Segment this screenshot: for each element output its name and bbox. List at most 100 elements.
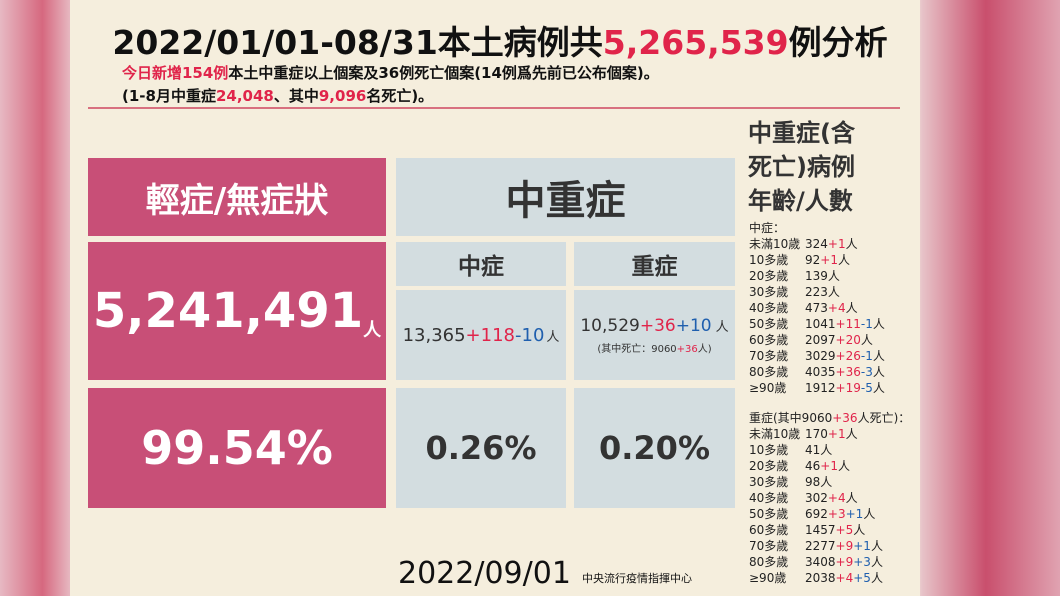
- age: 未滿10歲: [749, 237, 801, 251]
- heading-text: +36: [832, 411, 858, 425]
- age-row: 10多歲 92+1人: [749, 252, 885, 268]
- age: 50多歲: [749, 317, 789, 331]
- severe-label: 中重症: [396, 158, 735, 236]
- title: 2022/01/01-08/31本土病例共5,265,539例分析: [100, 16, 900, 64]
- subtitle-text: 名死亡)。: [366, 87, 434, 105]
- age-row: ≥90歲 1912+19-5人: [749, 380, 885, 396]
- age: 10多歲: [749, 443, 789, 457]
- unit: 人: [872, 381, 885, 395]
- age: 40多歲: [749, 301, 789, 315]
- age: 未滿10歲: [749, 427, 801, 441]
- subtitle-highlight: 今日新增154例: [122, 64, 229, 82]
- title-text: 2022/01/01-08/31本土病例共: [112, 23, 603, 62]
- new-cases: +3: [827, 507, 846, 521]
- count: 473: [805, 301, 828, 315]
- divider: [88, 107, 900, 109]
- unit: 人: [837, 459, 850, 473]
- critical-label: 重症: [574, 242, 735, 286]
- count-line: 10,529+36+10 人: [580, 316, 728, 336]
- age-row: 未滿10歲 324+1人: [749, 236, 885, 252]
- critical-percent: 0.20%: [574, 388, 735, 508]
- unit: 人: [827, 269, 840, 283]
- count: 3408: [805, 555, 836, 569]
- unit: 人: [853, 523, 866, 537]
- age-row: 20多歲 46+1人: [749, 458, 910, 474]
- list-heading: 中症：: [749, 220, 885, 236]
- new-cases: +5: [835, 523, 854, 537]
- age-row: 30多歲 98人: [749, 474, 910, 490]
- count: 1912: [805, 381, 836, 395]
- count-change: +10: [675, 315, 712, 336]
- unit: 人: [845, 491, 858, 505]
- unit: 人: [872, 349, 885, 363]
- count: 139: [805, 269, 828, 283]
- moderate-label: 中症: [396, 242, 566, 286]
- age-row: 50多歲 1041+11-1人: [749, 316, 885, 332]
- note-text: (其中死亡：9060: [597, 343, 677, 355]
- subtitle: 今日新增154例本土中重症以上個案及36例死亡個案(14例爲先前已公布個案)。: [122, 62, 659, 83]
- unit: 人: [820, 475, 833, 489]
- count: 46: [805, 459, 821, 473]
- new-cases: +4: [827, 491, 846, 505]
- age: 30多歲: [749, 475, 789, 489]
- age: 80多歲: [749, 555, 789, 569]
- side-title: 中重症(含 死亡)病例 年齡/人數: [748, 116, 855, 218]
- note-new: +36: [676, 343, 698, 355]
- unit: 人: [845, 237, 858, 251]
- deaths: +3: [853, 555, 871, 569]
- moderate-percent: 0.26%: [396, 388, 566, 508]
- subtitle-text: (1-8月中重症: [122, 87, 216, 105]
- age-row: 60多歲 2097+20人: [749, 332, 885, 348]
- count: 98: [805, 475, 821, 489]
- age: 70多歲: [749, 539, 789, 553]
- age: 60多歲: [749, 523, 789, 537]
- age: 70多歲: [749, 349, 789, 363]
- count: 3029: [805, 349, 836, 363]
- deaths: +1: [853, 539, 871, 553]
- count: 223: [805, 285, 828, 299]
- age: 80多歲: [749, 365, 789, 379]
- new-cases: +20: [835, 333, 861, 347]
- count: 2277: [805, 539, 836, 553]
- age-row: 30多歲 223人: [749, 284, 885, 300]
- org: 中央流行疫情指揮中心: [582, 572, 692, 585]
- count-new: +118: [465, 324, 515, 346]
- unit: 人: [872, 317, 885, 331]
- mild-percent: 99.54%: [88, 388, 386, 508]
- new-cases: +11: [835, 317, 861, 331]
- side-title-line: 年齡/人數: [748, 187, 853, 215]
- unit: 人: [546, 329, 560, 345]
- unit: 人: [863, 507, 876, 521]
- age: 30多歲: [749, 285, 789, 299]
- deaths: -1: [860, 317, 873, 331]
- subtitle-text: 本土中重症以上個案及36例死亡個案(14例爲先前已公布個案)。: [228, 64, 659, 82]
- age-row: 40多歲 473+4人: [749, 300, 885, 316]
- count: 1041: [805, 317, 836, 331]
- count: 2038: [805, 571, 836, 585]
- age-row: 50多歲 692+3+1人: [749, 506, 910, 522]
- count-change: -10: [515, 324, 545, 346]
- mild-unit: 人: [363, 320, 382, 341]
- critical-age-list: 重症(其中9060+36人死亡)： 未滿10歲 170+1人 10多歲 41人 20多歲 4…: [749, 410, 910, 586]
- deaths: -5: [860, 381, 873, 395]
- unit: 人: [870, 539, 883, 553]
- unit: 人: [715, 319, 729, 335]
- count-new: +36: [639, 315, 676, 336]
- age-row: 未滿10歲 170+1人: [749, 426, 910, 442]
- age: ≥90歲: [749, 381, 787, 395]
- count: 324: [805, 237, 828, 251]
- age: 20多歲: [749, 459, 789, 473]
- count: 1457: [805, 523, 836, 537]
- unit: 人: [837, 253, 850, 267]
- new-cases: +9: [835, 555, 854, 569]
- age: 40多歲: [749, 491, 789, 505]
- new-cases: +19: [835, 381, 861, 395]
- deaths: -1: [860, 349, 873, 363]
- new-cases: +1: [827, 427, 846, 441]
- unit: 人: [845, 301, 858, 315]
- subtitle-highlight: 9,096: [318, 87, 367, 105]
- unit: 人: [860, 333, 873, 347]
- title-total: 5,265,539: [602, 23, 789, 62]
- count: 4035: [805, 365, 836, 379]
- mild-count-cell: 5,241,491 人: [88, 242, 386, 380]
